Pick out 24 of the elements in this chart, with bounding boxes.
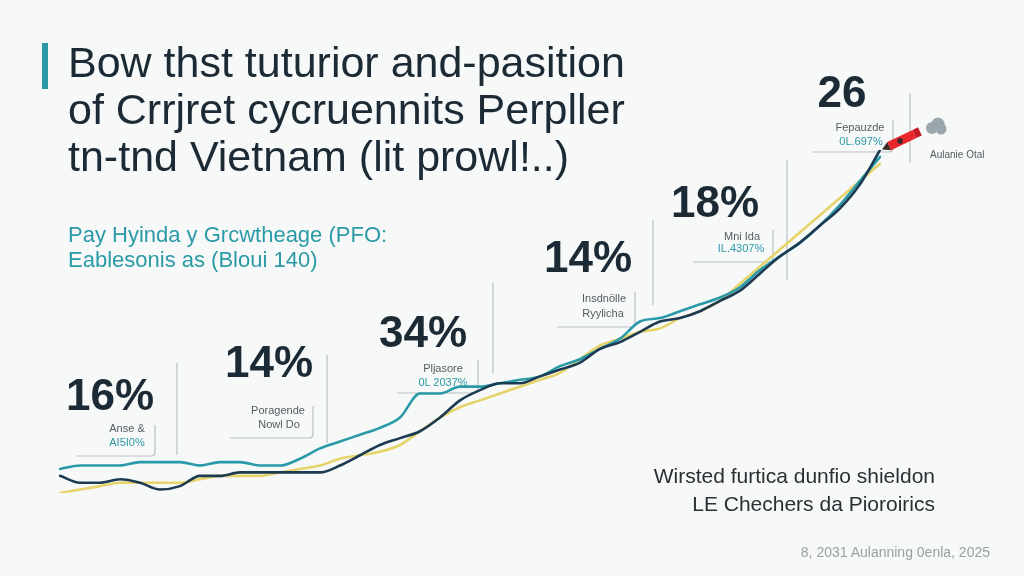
annotation: LE Chechers da Pioroirics bbox=[692, 492, 935, 515]
annotation: Poragende bbox=[251, 404, 305, 416]
text: Pay Hyinda y Grcwtheage (PFO: Eablesonis as (Bloui 140) bbox=[68, 222, 388, 272]
text: 0L.697% bbox=[839, 135, 883, 147]
annotation: 0L 2037% bbox=[418, 376, 468, 388]
annotation: 34% bbox=[378, 307, 468, 356]
annotation: Anse & bbox=[109, 422, 146, 434]
text: Fepauzde bbox=[835, 121, 885, 133]
annotation: 18% bbox=[670, 177, 760, 226]
annotation: Wirsted furtica dunfio shieldon bbox=[653, 464, 935, 487]
annotation: Pljasore bbox=[423, 362, 463, 374]
annotation: 14% bbox=[224, 337, 314, 386]
annotation: Nowl Do bbox=[258, 418, 300, 430]
annotation: Mni Ida bbox=[723, 230, 761, 242]
annotation: Ryylicha bbox=[582, 307, 625, 319]
annotation: AI5I0% bbox=[109, 436, 145, 448]
annotation: Insdnölle bbox=[581, 292, 627, 304]
text: 8, 2031 Aulanning 0enla, 2025 bbox=[800, 544, 991, 560]
chart-title: Bow thst tuturior and-pasition of Crrjret cycruennits Perpller tn-tnd Vietnam (lit prowl!..) bbox=[68, 38, 625, 180]
text: Aulanie Otal bbox=[930, 149, 985, 160]
annotation: IL.4307% bbox=[717, 242, 765, 254]
annotation: 16% bbox=[65, 370, 155, 419]
text: 26 bbox=[817, 67, 867, 116]
annotation: 14% bbox=[543, 232, 633, 281]
